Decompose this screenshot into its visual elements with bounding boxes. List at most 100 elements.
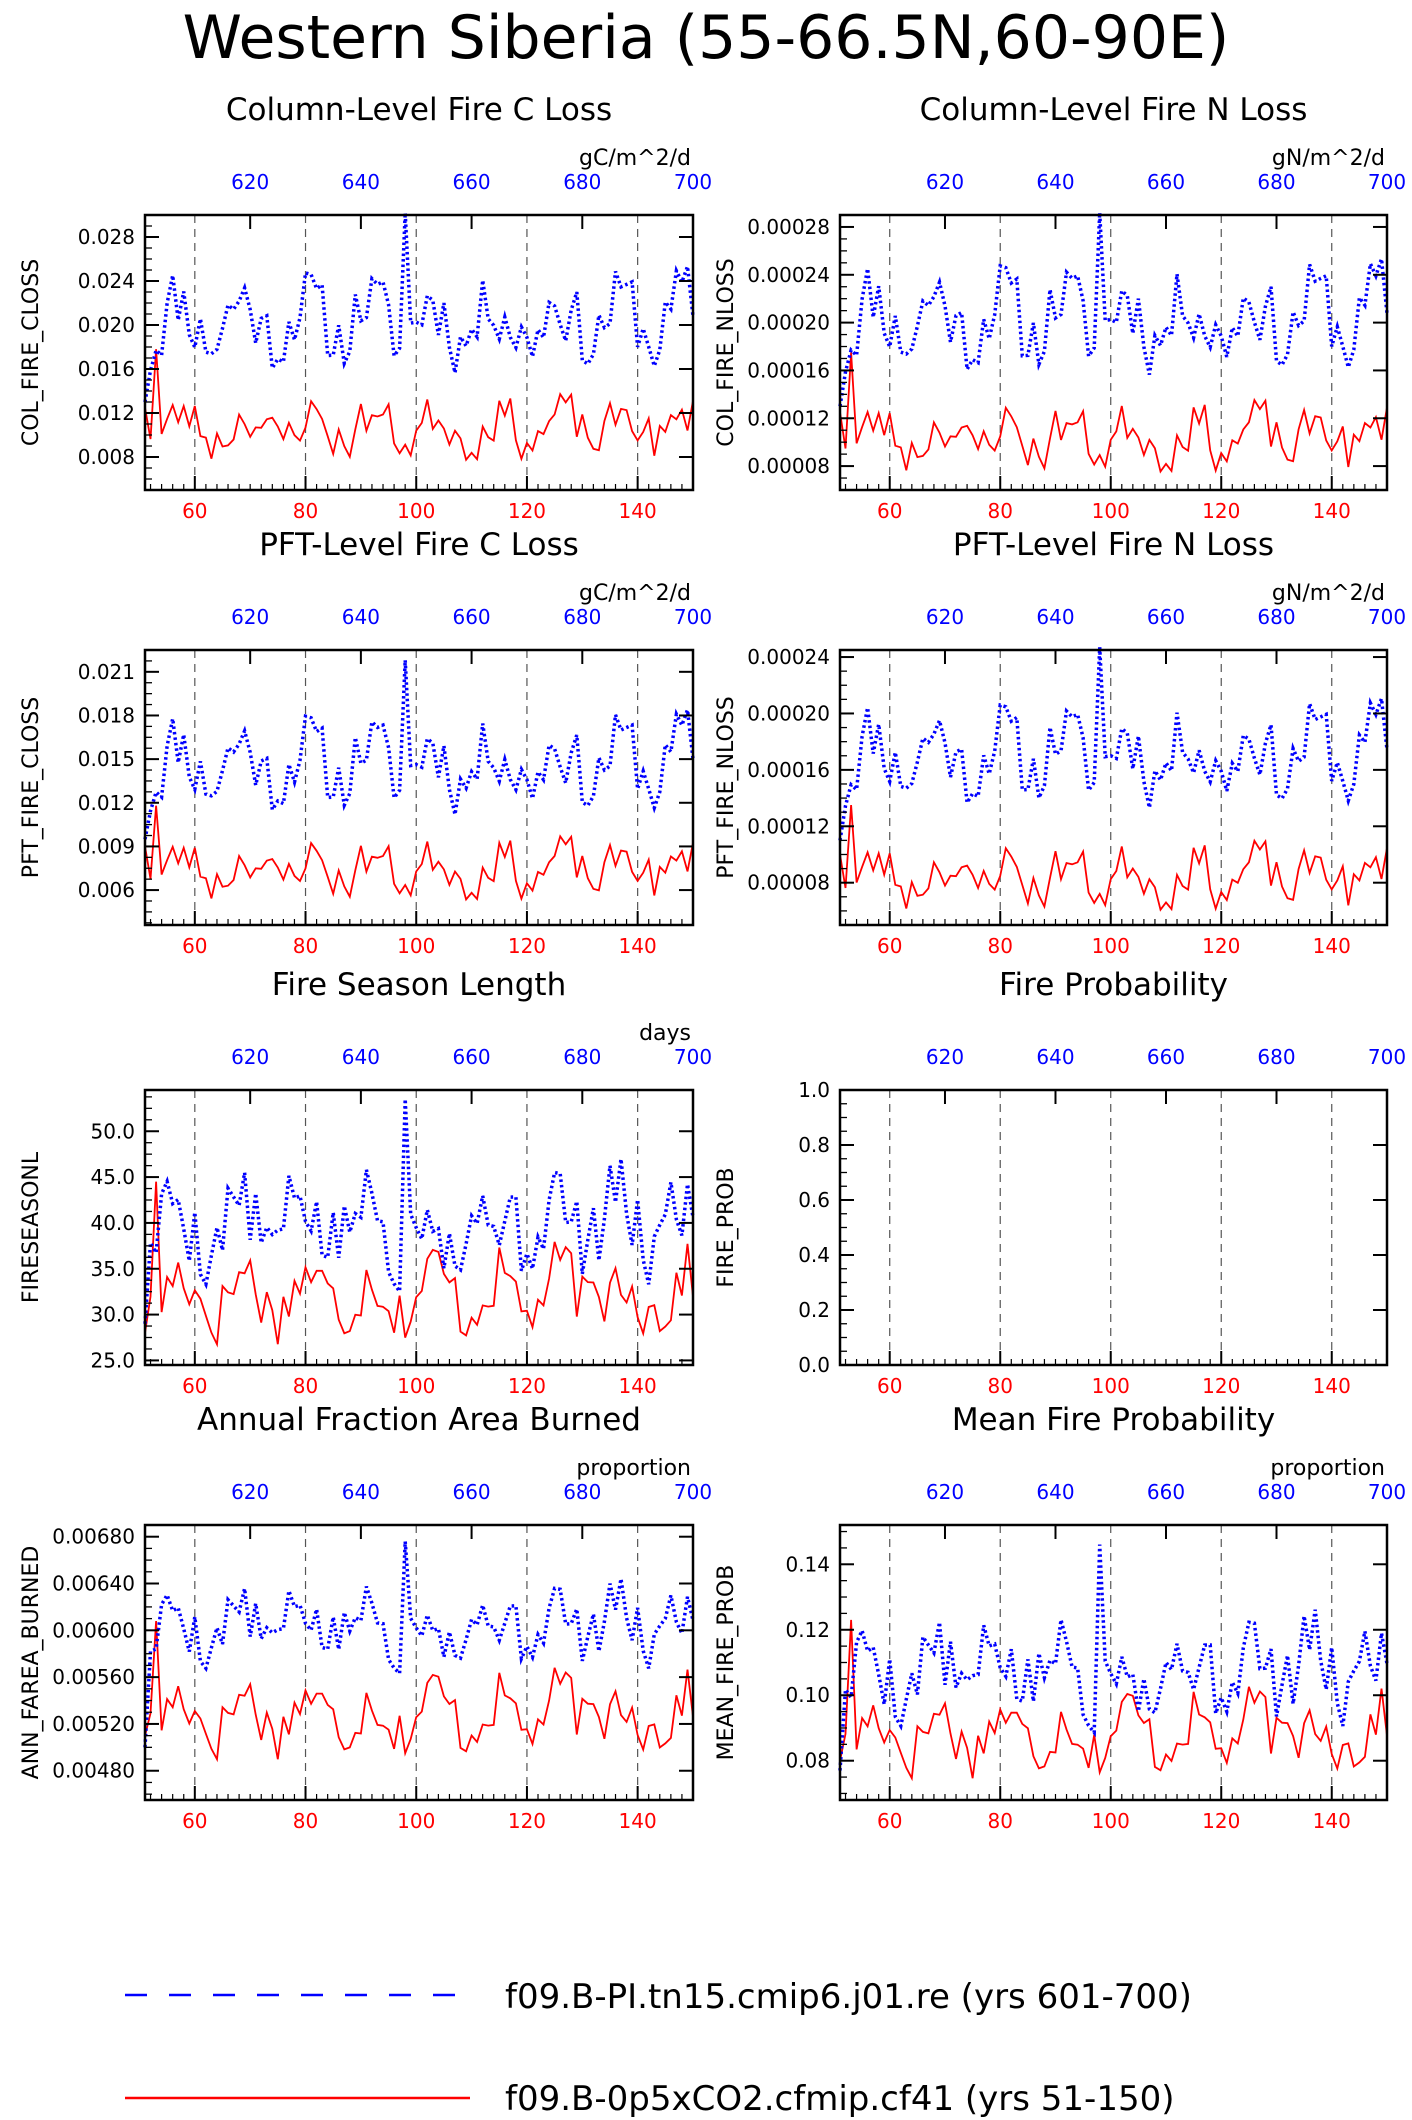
x-tick-label: 120: [508, 1374, 546, 1398]
x-tick-label: 80: [988, 1374, 1013, 1398]
top-tick-label: 620: [926, 605, 964, 629]
top-tick-label: 640: [342, 605, 380, 629]
x-tick-label: 60: [182, 1809, 207, 1833]
y-axis-label: COL_FIRE_CLOSS: [19, 259, 44, 446]
x-tick-label: 140: [1313, 934, 1351, 958]
series-line-blue: [143, 212, 695, 403]
x-tick-label: 140: [619, 1809, 657, 1833]
y-axis-label: COL_FIRE_NLOSS: [714, 258, 739, 446]
panel-title: Column-Level Fire N Loss: [920, 92, 1308, 128]
plot-frame: [143, 1523, 695, 1802]
top-tick-label: 680: [1257, 170, 1295, 194]
panel-fire_prob: Fire Probability FIRE_PROB 0.0 0.2 0.4 0.6 0.8…: [714, 967, 1406, 1398]
x-tick-label: 120: [508, 499, 546, 523]
x-tick-label: 80: [293, 1374, 318, 1398]
y-tick-label: 0.018: [78, 703, 135, 727]
panel-mean_fire_prob: Mean Fire Probability proportion MEAN_FIRE…: [714, 1402, 1406, 1833]
x-tick-label: 140: [619, 499, 657, 523]
y-tick-label: 0.00520: [52, 1712, 135, 1736]
top-tick-label: 700: [1368, 605, 1406, 629]
y-tick-label: 50.0: [90, 1119, 135, 1143]
top-tick-label: 700: [674, 170, 712, 194]
top-tick-label: 700: [674, 1045, 712, 1069]
top-tick-label: 680: [1257, 1480, 1295, 1504]
y-tick-label: 40.0: [90, 1211, 135, 1235]
top-tick-label: 660: [452, 605, 490, 629]
y-tick-label: 0.00020: [747, 701, 830, 725]
top-tick-label: 660: [1147, 1480, 1185, 1504]
series-line-red: [839, 805, 1388, 912]
top-tick-label: 620: [231, 1045, 269, 1069]
y-tick-label: 0.028: [78, 225, 135, 249]
y-tick-label: 1.0: [798, 1078, 830, 1102]
top-tick-label: 700: [1368, 170, 1406, 194]
y-axis-label: FIRE_PROB: [714, 1167, 739, 1287]
top-tick-label: 640: [1036, 1480, 1074, 1504]
y-tick-label: 0.2: [798, 1298, 830, 1322]
y-tick-label: 0.0: [798, 1353, 830, 1377]
top-tick-label: 680: [563, 170, 601, 194]
y-tick-label: 0.012: [78, 401, 135, 425]
top-tick-label: 620: [926, 1045, 964, 1069]
series-line-red: [839, 1619, 1388, 1782]
panel-title: PFT-Level Fire N Loss: [953, 527, 1274, 563]
y-tick-label: 0.4: [798, 1243, 830, 1267]
y-tick-label: 0.6: [798, 1188, 830, 1212]
y-axis-label: PFT_FIRE_NLOSS: [714, 696, 739, 878]
top-tick-label: 640: [342, 1480, 380, 1504]
panel-col_fire_closs: Column-Level Fire C Loss gC/m^2/d COL_FIRE…: [19, 92, 712, 523]
y-tick-label: 0.00560: [52, 1665, 135, 1689]
top-tick-label: 680: [1257, 1045, 1295, 1069]
y-tick-label: 45.0: [90, 1165, 135, 1189]
top-tick-label: 660: [452, 170, 490, 194]
y-tick-label: 0.10: [785, 1683, 830, 1707]
series-line-red: [839, 352, 1388, 474]
top-tick-label: 640: [1036, 1045, 1074, 1069]
top-tick-label: 660: [452, 1045, 490, 1069]
y-tick-label: 0.00024: [747, 263, 830, 287]
top-tick-label: 620: [231, 605, 269, 629]
top-tick-label: 620: [231, 1480, 269, 1504]
series-line-blue: [838, 1544, 1389, 1771]
y-tick-label: 0.08: [785, 1749, 830, 1773]
y-tick-label: 0.8: [798, 1133, 830, 1157]
top-tick-label: 700: [1368, 1480, 1406, 1504]
top-tick-label: 640: [1036, 605, 1074, 629]
y-tick-label: 0.00600: [52, 1618, 135, 1642]
x-tick-label: 120: [1202, 499, 1240, 523]
top-tick-label: 680: [563, 605, 601, 629]
top-tick-label: 680: [563, 1480, 601, 1504]
panel-fireseasonl: Fire Season Length days FIRESEASONL 25.0 30.…: [19, 967, 712, 1398]
top-tick-label: 620: [926, 1480, 964, 1504]
y-tick-label: 25.0: [90, 1348, 135, 1372]
y-tick-label: 0.021: [78, 660, 135, 684]
top-tick-label: 700: [674, 1480, 712, 1504]
y-axis-label: FIRESEASONL: [19, 1151, 44, 1303]
panel-title: PFT-Level Fire C Loss: [259, 527, 579, 563]
x-tick-label: 60: [182, 499, 207, 523]
panel-title: Fire Probability: [999, 967, 1228, 1003]
units-label: proportion: [1270, 1456, 1385, 1481]
panel-ann_farea_burned: Annual Fraction Area Burned proportion ANN…: [19, 1402, 712, 1833]
y-tick-label: 0.00640: [52, 1572, 135, 1596]
top-tick-label: 700: [1368, 1045, 1406, 1069]
units-label: proportion: [576, 1456, 691, 1481]
plot-frame: [838, 1523, 1389, 1802]
x-tick-label: 80: [988, 499, 1013, 523]
y-tick-label: 0.006: [78, 878, 135, 902]
y-tick-label: 0.00480: [52, 1759, 135, 1783]
y-tick-label: 0.00008: [747, 871, 830, 895]
y-axis-label: ANN_FAREA_BURNED: [19, 1546, 44, 1780]
y-tick-label: 0.016: [78, 357, 135, 381]
units-label: gN/m^2/d: [1272, 581, 1385, 606]
x-tick-label: 60: [877, 1374, 902, 1398]
x-tick-label: 140: [1313, 499, 1351, 523]
panel-title: Annual Fraction Area Burned: [197, 1402, 641, 1438]
y-tick-label: 0.015: [78, 747, 135, 771]
x-tick-label: 80: [988, 934, 1013, 958]
x-tick-label: 80: [293, 934, 318, 958]
x-tick-label: 100: [1092, 499, 1130, 523]
units-label: gC/m^2/d: [579, 581, 691, 606]
